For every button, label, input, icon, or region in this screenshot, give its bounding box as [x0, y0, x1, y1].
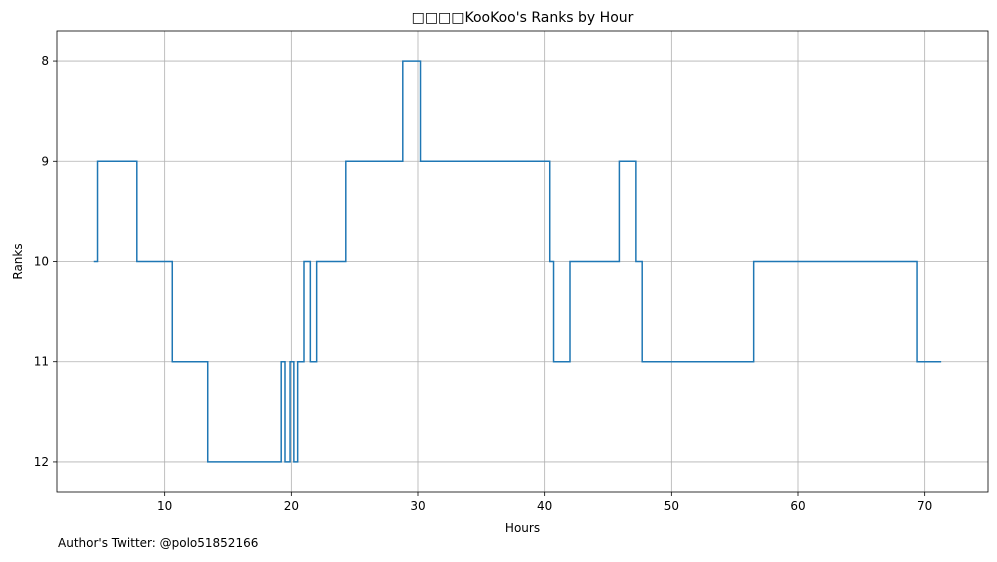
x-tick-label: 10	[157, 499, 172, 513]
x-tick-label: 50	[664, 499, 679, 513]
x-tick-label: 30	[410, 499, 425, 513]
y-axis-label: Ranks	[11, 243, 25, 279]
x-tick-label: 60	[790, 499, 805, 513]
y-tick-label: 12	[34, 455, 49, 469]
chart-title: □□□□KooKoo's Ranks by Hour	[412, 10, 634, 26]
y-tick-label: 9	[41, 154, 49, 168]
x-axis-label: Hours	[505, 521, 540, 535]
author-credit: Author's Twitter: @polo51852166	[58, 536, 259, 550]
x-tick-label: 70	[917, 499, 932, 513]
x-axis-ticks: 10 20 30 40 50 60 70	[157, 492, 932, 513]
x-tick-label: 20	[284, 499, 299, 513]
y-tick-label: 10	[34, 255, 49, 269]
x-tick-label: 40	[537, 499, 552, 513]
y-tick-label: 11	[34, 355, 49, 369]
rank-series-line	[93, 60, 942, 463]
y-axis-ticks: 8 9 10 11 12	[34, 54, 57, 469]
y-tick-label: 8	[41, 54, 49, 68]
